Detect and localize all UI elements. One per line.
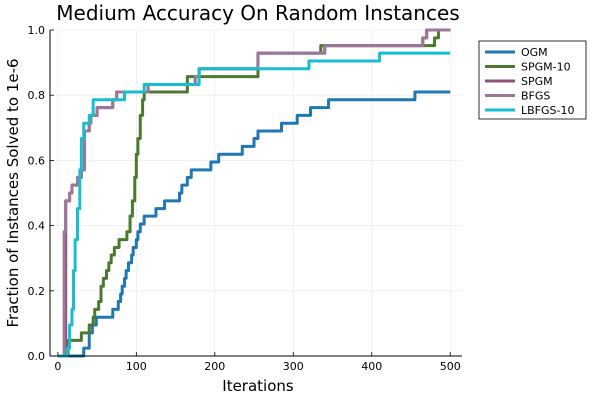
x-tick-label: 0 [54,360,61,373]
legend-label-spgm: SPGM [521,75,553,88]
y-tick-label: 0.4 [28,220,46,233]
y-tick-label: 0.6 [28,154,46,167]
x-axis-label: Iterations [222,377,294,395]
y-axis-label: Fraction of Instances Solved to 1e-6 [4,58,22,327]
chart-title: Medium Accuracy On Random Instances [56,1,459,25]
x-tick-label: 400 [361,360,382,373]
series-line-lbfgs-10 [57,51,451,358]
x-tick-label: 500 [440,360,461,373]
legend-label-ogm: OGM [521,46,548,59]
legend-label-lbfgs-10: LBFGS-10 [521,104,574,117]
series-line-spgm-10 [57,28,451,358]
ticks: 0 100 200 300 400 500 0.0 0.2 0.4 0.6 0.8 1.0 [28,24,461,373]
x-tick-label: 100 [126,360,147,373]
axes [49,30,462,357]
legend-label-bfgs: BFGS [521,90,550,103]
legend-label-spgm-10: SPGM-10 [521,61,571,74]
plot-area [57,28,451,358]
y-tick-label: 0.8 [28,89,46,102]
series-line-ogm [57,90,451,358]
y-tick-label: 0.2 [28,285,46,298]
x-tick-label: 300 [283,360,304,373]
grid [50,29,462,357]
series-line-spgm [57,28,451,358]
x-tick-label: 200 [204,360,225,373]
y-tick-label: 1.0 [28,24,46,37]
y-tick-label: 0.0 [28,350,46,363]
series-line-bfgs [57,28,451,358]
